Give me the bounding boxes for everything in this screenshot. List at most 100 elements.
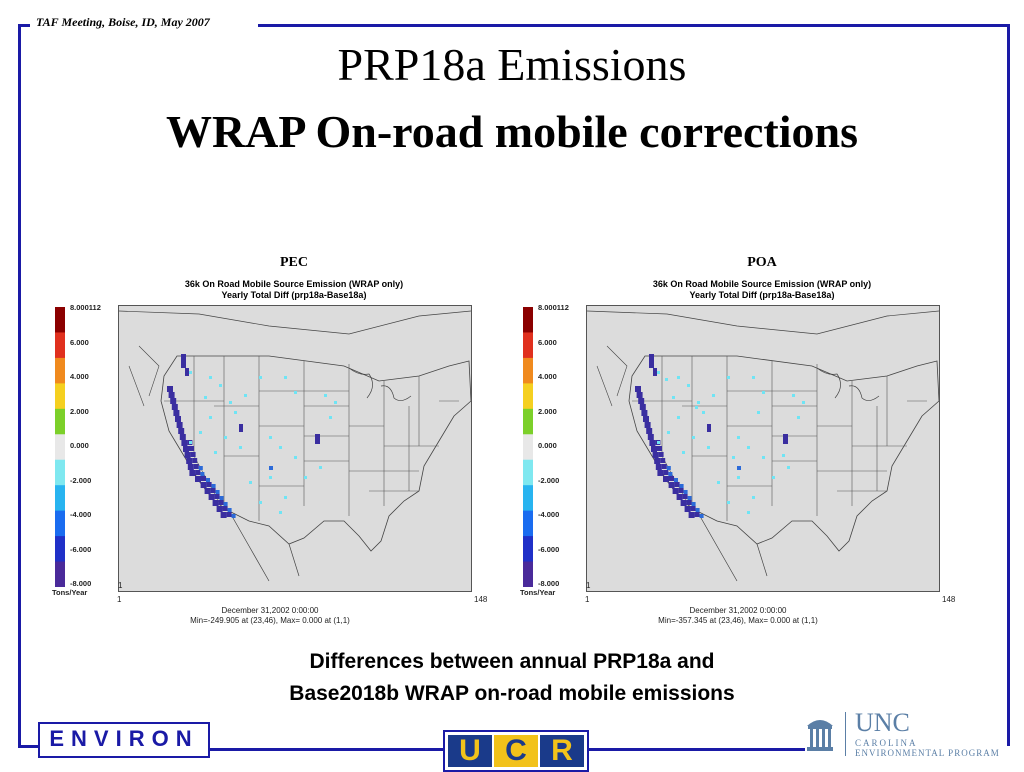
emission-cell [655,464,662,470]
emission-cell [195,476,201,482]
emission-cell [249,481,252,484]
emission-cell [654,458,661,464]
us-outline [628,355,939,552]
emission-cell [652,452,659,458]
colorbar-tick-label: 2.000 [538,406,557,416]
colorbar-segment [55,485,65,512]
colorbar-segment [55,434,65,461]
emission-cell [195,470,201,475]
colorbar-segment [523,408,533,435]
minmax-label: Min=-249.905 at (23,46), Max= 0.000 at (… [190,616,350,625]
emission-cell [668,472,673,476]
emission-cell [707,424,711,432]
emission-cell [694,512,700,517]
emission-cell [269,436,272,439]
emission-cell [661,464,667,469]
emission-cell [294,456,297,459]
map-area [118,305,472,592]
caption-line1: Differences between annual PRP18a and [309,650,715,673]
emission-cell [737,476,740,479]
emission-cell [269,476,272,479]
emission-cell [219,496,224,500]
emission-cell [206,482,212,487]
emission-cell [672,488,679,494]
coastline [596,345,628,407]
emission-cell [214,494,220,499]
emission-cell [315,434,320,444]
emission-cell [663,470,669,475]
emission-cell [226,512,232,517]
unc-logo-line1: CAROLINA [855,738,918,748]
emission-cell [747,511,750,514]
ucr-letter-u: U [448,735,492,767]
colorbar-segment [523,307,533,333]
emission-cell [190,452,196,457]
emission-cell [185,368,189,376]
colorbar-segment [523,485,533,512]
emission-cell [649,440,656,446]
emission-cell [792,394,795,397]
emission-cell [666,466,671,470]
colorbar-segment [523,536,533,563]
emission-cell [204,396,207,399]
emission-cell [657,470,664,476]
colorbar-tick-label: 6.000 [70,337,89,347]
emission-cell [224,436,227,439]
emission-cell [677,416,680,419]
colorbar-tick-label: 4.000 [70,372,89,381]
colorbar-tick-label: -8.000 [70,579,92,588]
emission-cell [173,410,180,416]
emission-cell [663,476,669,482]
emission-cell [218,500,224,505]
emission-cell [189,441,192,444]
emission-cell [660,458,666,463]
colorbar-segment [55,332,65,359]
emission-cell [187,464,194,470]
units-label: Tons/Year [52,588,88,597]
emission-cell [747,446,750,449]
x-axis-right: 148 [474,595,488,604]
emission-cell [667,431,670,434]
emission-cell [167,386,173,392]
emission-cell [209,416,212,419]
date-label: December 31,2002 0:00:00 [689,606,787,615]
emission-cell [212,500,219,506]
emission-cell [672,396,675,399]
emission-cell [651,446,657,452]
emission-cell [227,508,232,512]
colorbar-segment [523,434,533,461]
emission-cell [680,500,687,506]
emission-cell [219,384,222,387]
emission-cell [682,451,685,454]
emission-cell [284,376,287,379]
emission-cell [175,416,181,422]
frame-left [18,24,21,746]
emission-cell [209,376,212,379]
frame-bottom-left [18,745,40,748]
environ-logo: ENVIRON [38,722,210,758]
emission-cell [782,454,785,457]
colorbar-segment [523,332,533,359]
emission-cell [639,404,646,410]
emission-cell [802,401,805,404]
emission-cell [638,398,645,404]
emission-cell [304,476,307,479]
emission-cell [653,368,657,376]
colorbar-tick-label: -6.000 [538,544,560,554]
emission-cell [687,384,690,387]
emission-cell [279,511,282,514]
emission-cell [170,398,177,404]
map-panel-pec: PEC 36k On Road Mobile Source Emission (… [50,255,490,635]
emission-cell [712,394,715,397]
unc-logo: UNC CAROLINA ENVIRONMENTAL PROGRAM [805,708,1010,760]
colorbar-tick-label: -4.000 [70,510,92,519]
emission-cell [641,410,648,416]
unc-logo-line2: ENVIRONMENTAL PROGRAM [855,748,1000,758]
emission-cell [223,502,228,506]
map-panel-poa: POA 36k On Road Mobile Source Emission (… [518,255,958,635]
emission-cell [192,458,198,463]
emission-cell [259,376,262,379]
emission-cell [204,488,211,494]
emission-cell [717,481,720,484]
colorbar-segment [55,536,65,563]
